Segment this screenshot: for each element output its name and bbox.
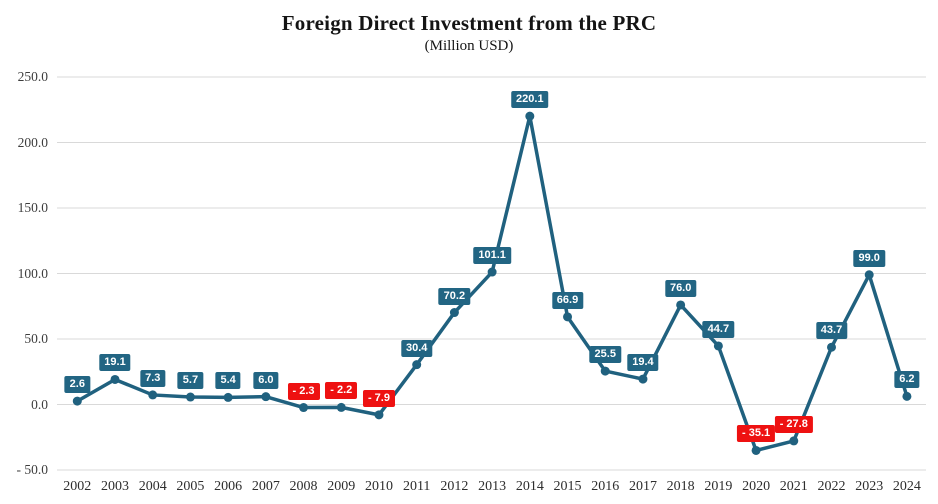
chart-subtitle: (Million USD)	[424, 38, 514, 54]
data-label-2003: 19.1	[99, 354, 131, 372]
data-label-2018: 76.0	[664, 279, 697, 297]
data-label-2004: 7.3	[140, 369, 166, 387]
data-point-2005	[185, 392, 195, 402]
data-label-2023: 99.0	[853, 249, 885, 267]
y-axis-tick-label: 250.0	[17, 69, 48, 84]
y-axis-tick-label: 150.0	[17, 200, 48, 215]
data-label-2022: 43.7	[815, 322, 848, 340]
x-axis-tick-label: 2006	[214, 479, 243, 494]
data-point-2004	[148, 390, 158, 400]
data-label-2015: 66.9	[551, 291, 584, 309]
data-point-2012	[449, 308, 459, 318]
data-point-2006	[223, 392, 233, 402]
data-label-2013: 101.1	[473, 247, 511, 265]
data-point-2023	[864, 270, 874, 280]
x-axis-tick-label: 2007	[251, 479, 280, 494]
x-axis-tick-label: 2021	[779, 479, 808, 494]
data-point-2013	[487, 267, 497, 277]
data-point-2007	[261, 392, 271, 402]
data-point-2016	[600, 366, 610, 376]
y-axis-tick-label: 0.0	[31, 396, 48, 412]
data-label-2010: - 7.9	[362, 389, 395, 407]
data-point-2022	[827, 342, 836, 352]
trend-line	[75, 114, 909, 453]
x-axis-tick-label: 2018	[666, 479, 695, 494]
data-point-2008	[299, 403, 309, 413]
data-label-2002: 2.6	[64, 376, 90, 394]
x-axis-tick-label: 2003	[101, 479, 129, 494]
data-point-2019	[713, 341, 723, 351]
data-label-2016: 25.5	[589, 346, 621, 364]
data-label-2021: - 27.8	[774, 415, 813, 433]
data-point-2014	[525, 111, 535, 121]
x-axis-tick-label: 2010	[364, 479, 393, 494]
data-label-2024: 6.2	[894, 371, 920, 389]
data-point-2009	[336, 402, 346, 412]
chart-title: Foreign Direct Investment from the PRC	[281, 11, 657, 35]
x-axis-tick-label: 2011	[402, 479, 431, 494]
x-axis-tick-label: 2023	[855, 479, 884, 494]
data-label-2017: 19.4	[627, 354, 659, 372]
x-axis-tick-label: 2020	[742, 479, 771, 494]
x-axis-tick-label: 2002	[63, 479, 92, 494]
data-point-2017	[638, 374, 648, 384]
data-label-2020: - 35.1	[737, 425, 776, 443]
x-axis-tick-label: 2022	[817, 479, 846, 494]
data-point-2021	[789, 436, 799, 446]
data-point-2002	[72, 396, 82, 406]
data-point-2015	[563, 312, 573, 322]
x-axis-tick-label: 2024	[892, 479, 921, 494]
y-axis-tick-label: - 50.0	[16, 462, 49, 477]
data-label-2019: 44.7	[702, 320, 735, 338]
x-axis-tick-label: 2012	[440, 479, 469, 494]
y-axis-tick-label: 200.0	[17, 134, 48, 150]
x-axis-tick-label: 2004	[138, 479, 167, 494]
data-label-2008: - 2.3	[287, 382, 320, 400]
data-label-2009: - 2.2	[325, 382, 358, 400]
x-axis-tick-label: 2017	[628, 479, 657, 494]
x-axis-tick-label: 2013	[478, 479, 507, 494]
x-axis-tick-label: 2015	[553, 479, 582, 494]
x-axis-tick-label: 2019	[704, 479, 733, 494]
data-point-2024	[902, 391, 912, 401]
x-axis-tick-label: 2009	[327, 479, 356, 494]
y-axis-tick-label: 50.0	[24, 331, 48, 346]
data-point-2010	[374, 410, 384, 420]
data-point-2018	[676, 300, 686, 310]
x-axis-tick-label: 2016	[591, 479, 620, 494]
x-axis-tick-label: 2008	[289, 479, 318, 494]
x-axis-tick-label: 2014	[515, 479, 544, 494]
data-label-2005: 5.7	[177, 372, 204, 390]
data-label-2006: 5.4	[215, 372, 241, 390]
data-label-2014: 220.1	[511, 91, 549, 109]
data-point-2011	[412, 360, 422, 370]
data-point-2020	[751, 445, 761, 455]
y-axis-tick-label: 100.0	[17, 265, 48, 281]
data-label-2007: 6.0	[253, 371, 279, 389]
data-label-2011: 30.4	[400, 339, 433, 357]
data-label-2012: 70.2	[438, 287, 471, 305]
x-axis-tick-label: 2005	[176, 479, 205, 494]
data-point-2003	[110, 374, 120, 384]
